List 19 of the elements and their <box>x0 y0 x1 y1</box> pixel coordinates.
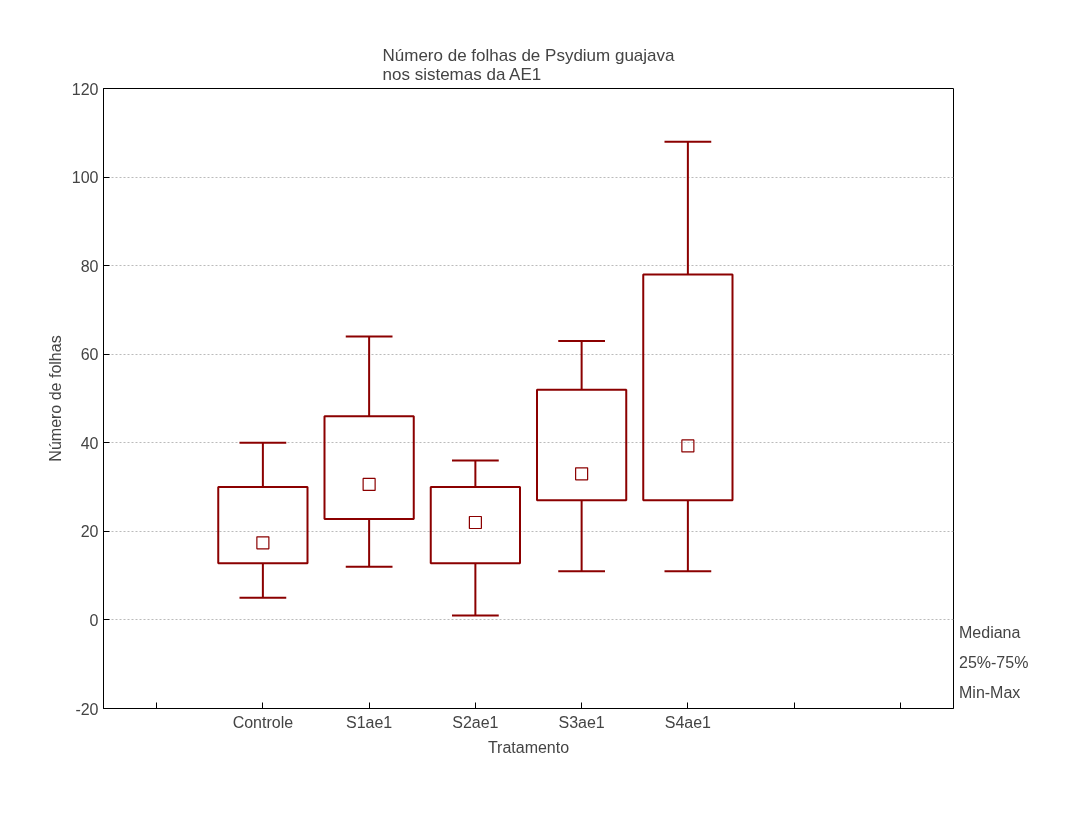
y-tick-label: 0 <box>89 611 99 629</box>
y-tick-label: 20 <box>80 523 99 541</box>
x-tick-label: Controle <box>232 713 294 731</box>
y-tick-label: 60 <box>80 346 99 364</box>
y-tick-label: 80 <box>80 257 99 275</box>
x-tick-label: S1ae1 <box>345 713 393 731</box>
x-tick-label: S4ae1 <box>664 713 712 731</box>
chart-title: Número de folhas de Psydium guajava nos sistemas da AE1 <box>382 45 676 84</box>
text: Min-Max <box>959 684 1021 702</box>
y-tick-label: 120 <box>71 80 99 98</box>
x-axis-title: Tratamento <box>487 738 570 756</box>
y-tick-label: 40 <box>80 434 99 452</box>
y-axis-title: Número de folhas <box>46 335 64 462</box>
text: Mediana <box>959 624 1021 642</box>
y-tick-label: 100 <box>71 169 99 187</box>
text: 25%-75% <box>959 654 1029 672</box>
y-tick-label: -20 <box>75 700 99 718</box>
x-tick-label: S2ae1 <box>452 713 499 731</box>
x-tick-label: S3ae1 <box>558 713 605 731</box>
